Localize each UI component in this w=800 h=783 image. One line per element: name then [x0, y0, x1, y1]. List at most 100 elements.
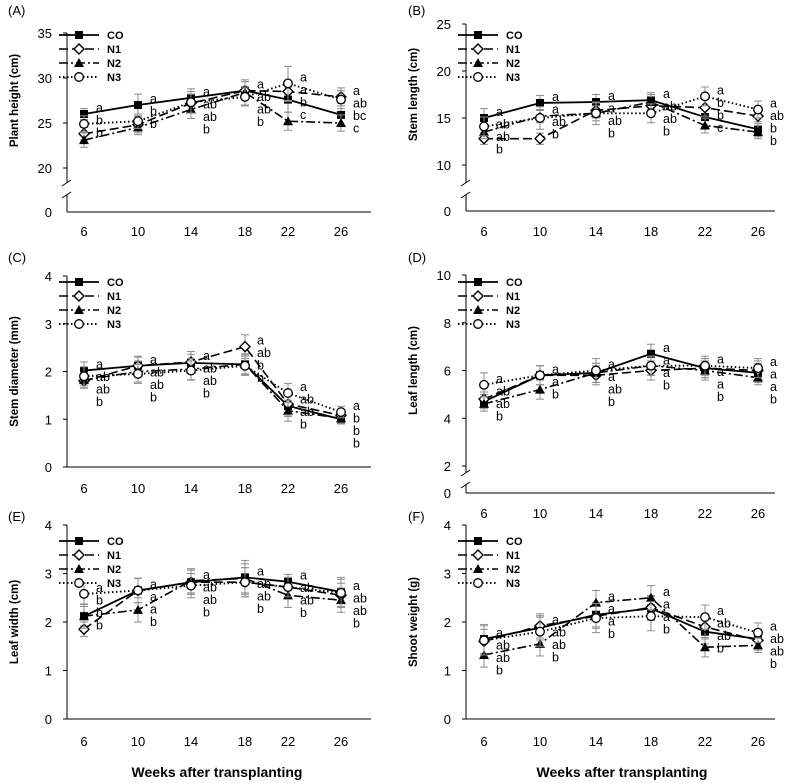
significance-letter: b — [353, 424, 360, 438]
open-circle-icon — [753, 363, 763, 374]
series-line — [483, 99, 759, 131]
significance-letter: a — [496, 105, 503, 119]
filled-triangle-icon — [591, 597, 601, 607]
significance-letter: b — [717, 642, 724, 656]
x-tick-label: 14 — [589, 506, 603, 521]
series-line — [83, 362, 342, 421]
open-circle-icon — [283, 582, 293, 593]
x-axis-title-right: Weeks after transplanting — [537, 764, 708, 780]
legend-label-n1: N1 — [506, 550, 520, 562]
significance-letter: b — [96, 606, 103, 620]
significance-letter: ab — [300, 392, 314, 406]
open-circle-icon — [186, 580, 196, 591]
y-tick-label: 2 — [444, 615, 451, 630]
open-circle-icon — [535, 113, 545, 123]
filled-triangle-icon — [700, 120, 710, 130]
filled-triangle-icon — [283, 116, 293, 126]
significance-letter: a — [203, 568, 210, 582]
legend: CO N1 N2 N3 — [458, 30, 523, 84]
y-axis-label: Plant height (cm) — [9, 54, 21, 147]
significance-letter: ab — [496, 397, 510, 411]
significance-letter: a — [496, 372, 503, 386]
significance-letter: a — [663, 366, 670, 380]
open-circle-icon — [74, 319, 84, 329]
significance-letter: a — [150, 602, 157, 616]
y-tick-label: 3 — [45, 317, 52, 332]
series-line — [83, 577, 342, 617]
series-line — [483, 606, 759, 643]
significance-letter: b — [552, 127, 559, 141]
significance-letter: a — [663, 597, 670, 611]
x-tick-label: 10 — [533, 506, 547, 521]
significance-letter: ab — [663, 112, 677, 126]
significance-letter: b — [150, 615, 157, 629]
legend-label-n1: N1 — [506, 44, 520, 56]
significance-letter: b — [300, 95, 307, 109]
panel-label: (C) — [8, 250, 26, 265]
x-tick-label: 22 — [698, 506, 712, 521]
axis-break-mark — [460, 191, 471, 199]
y-tick-label: 1 — [45, 664, 52, 679]
x-tick-label: 10 — [533, 734, 547, 749]
y-tick-label: 0 — [45, 712, 52, 727]
significance-letter: b — [353, 437, 360, 451]
significance-letter: ab — [150, 365, 164, 379]
x-tick-label: 22 — [281, 224, 295, 239]
open-circle-icon — [133, 116, 143, 127]
open-circle-icon — [186, 97, 196, 108]
y-tick-label: 3 — [444, 567, 451, 582]
open-circle-icon — [700, 612, 710, 623]
filled-triangle-icon — [473, 58, 483, 67]
significance-letter: a — [150, 92, 157, 106]
significance-letter: ab — [203, 361, 217, 375]
y-tick-label: 30 — [38, 71, 52, 86]
legend-label-n1: N1 — [107, 291, 121, 303]
open-circle-icon — [753, 627, 763, 638]
y-tick-label: 4 — [444, 411, 451, 426]
y-tick-label: 2 — [444, 459, 451, 474]
y-axis-label: Shoot weight (g) — [408, 577, 420, 667]
legend-label-co: CO — [107, 277, 124, 289]
y-tick-label-zero: 0 — [45, 205, 52, 220]
significance-letter: a — [717, 365, 724, 379]
open-circle-icon — [473, 578, 483, 588]
filled-triangle-icon — [133, 604, 143, 614]
significance-letter: b — [663, 125, 670, 139]
open-diamond-icon — [472, 549, 484, 561]
x-tick-label: 26 — [334, 224, 348, 239]
filled-triangle-icon — [79, 135, 89, 145]
significance-letter: b — [257, 602, 264, 616]
significance-letter: ab — [150, 378, 164, 392]
y-tick-label: 20 — [38, 161, 52, 176]
significance-letter: a — [608, 590, 615, 604]
significance-letter: b — [717, 390, 724, 404]
x-tick-label: 14 — [589, 734, 603, 749]
significance-letter: a — [300, 569, 307, 583]
y-tick-label: 20 — [437, 64, 451, 79]
significance-letter: a — [770, 380, 777, 394]
filled-triangle-icon — [283, 405, 293, 415]
y-axis-label: Leaf width (cm) — [9, 580, 21, 665]
significance-letter: ab — [663, 100, 677, 114]
significance-letter: a — [608, 358, 615, 372]
significance-letter: a — [608, 615, 615, 629]
filled-triangle-icon — [753, 127, 763, 137]
open-diamond-icon — [472, 43, 484, 55]
x-tick-label: 26 — [334, 734, 348, 749]
significance-letter: b — [96, 126, 103, 140]
y-axis-label: Leaf length (cm) — [408, 326, 420, 415]
significance-letter: b — [300, 606, 307, 620]
legend-label-n2: N2 — [107, 58, 121, 70]
filled-triangle-icon — [74, 305, 84, 314]
significance-letter: a — [203, 349, 210, 363]
open-circle-icon — [535, 370, 545, 381]
filled-triangle-icon — [646, 592, 656, 602]
y-tick-label: 8 — [444, 316, 451, 331]
y-tick-label: 1 — [45, 412, 52, 427]
series-n2 — [79, 79, 346, 148]
significance-letter: a — [770, 620, 777, 634]
significance-letter: b — [770, 393, 777, 407]
x-axis-title-left: Weeks after transplanting — [132, 764, 303, 780]
